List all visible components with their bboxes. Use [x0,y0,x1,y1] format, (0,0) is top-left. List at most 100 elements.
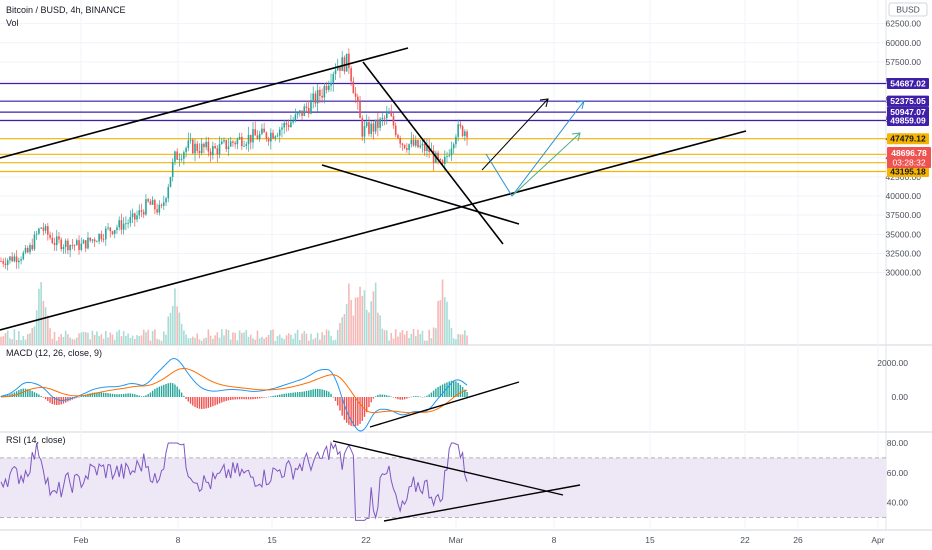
macd-axis[interactable]: 2000.00 0.00 [877,358,908,402]
candle [200,143,203,154]
macd-histogram-bar [165,383,167,397]
projection-path-blue[interactable] [485,100,585,197]
channel-lower-trendline[interactable] [0,130,747,331]
volume-bar [205,337,207,345]
macd-histogram-bar [368,397,370,408]
volume-bar [357,297,359,345]
time-tick-label[interactable]: 15 [267,535,277,545]
volume-bar [421,330,424,345]
macd-histogram-bar [223,397,225,402]
projection-arrow-blue-head [575,100,585,110]
time-tick-label[interactable]: Apr [871,535,884,545]
symbol-title[interactable]: Bitcoin / BUSD, 4h, BINANCE [6,5,126,15]
time-tick-label[interactable]: 15 [645,535,655,545]
candle [35,233,38,235]
volume-bar [287,333,290,345]
macd-histogram-bar [156,387,158,397]
level-tag [887,114,929,126]
macd-histogram-bar [53,397,56,405]
channel-upper-trendline[interactable] [0,47,409,159]
projection-arrow-black[interactable] [481,98,549,171]
volume-bar [361,295,364,345]
quote-badge-box[interactable] [888,2,928,17]
macd-histogram-bar [408,397,410,398]
macd-histogram-bar [292,392,294,397]
candle [278,129,281,136]
time-tick-label[interactable]: 8 [176,535,181,545]
macd-histogram-bar [91,392,94,397]
price-trendlines[interactable] [0,47,747,331]
volume-bar [379,315,381,345]
volume-bar [352,315,355,345]
time-tick-label[interactable]: Feb [74,535,89,545]
volume-bar [397,336,399,345]
macd-trendlines[interactable] [369,381,520,428]
candle [120,220,123,230]
macd-histogram-bar [303,391,305,397]
candle [372,123,375,132]
volume-bar [189,338,192,345]
candle [167,186,170,199]
candle [196,143,199,151]
time-tick-label[interactable]: 26 [793,535,803,545]
volume-bar [194,337,196,345]
volume-bar [359,286,361,345]
time-axis[interactable]: Feb 8 15 22 Mar 8 15 22 26 Apr [74,535,885,545]
macd-histogram-bar [354,397,357,427]
macd-histogram-bar [127,393,129,397]
macd-histogram-bar [49,397,51,403]
macd-title[interactable]: MACD (12, 26, close, 9) [6,348,102,358]
macd-histogram-bar [383,394,386,397]
macd-histogram-bar [323,390,326,397]
macd-histogram-bar [403,397,406,400]
volume-bar [258,338,261,345]
macd-histogram-bar [245,397,247,400]
candle [38,228,40,234]
rsi-title[interactable]: RSI (14, close) [6,435,66,445]
volume-bar [33,326,36,345]
time-tick-label[interactable]: 22 [740,535,750,545]
projection-arrows[interactable] [481,98,585,197]
macd-histogram-bar [140,396,143,397]
macd-rising-trendline[interactable] [369,381,520,428]
macd-histogram-bar [390,396,392,398]
candle [345,53,348,72]
rsi-trendlines[interactable] [332,440,581,522]
macd-histogram-bar [145,395,147,397]
level-tag-label: 54687.02 [890,78,926,88]
time-tick-label[interactable]: 8 [552,535,557,545]
macd-histogram-bar [243,397,245,400]
candle [69,245,71,251]
volume-bar [439,300,442,345]
macd-histogram-bar [448,381,450,397]
time-tick-label[interactable]: Mar [449,535,464,545]
macd-histogram-bar [102,392,105,397]
volume-bar [169,312,172,345]
rsi-axis[interactable]: 80.00 60.00 40.00 [887,438,909,508]
projection-path-green[interactable] [511,132,581,197]
volume-bar [158,339,161,345]
macd-histogram-bar [225,397,227,401]
candle [379,118,381,128]
candle [212,146,214,156]
candle [149,201,152,205]
rsi-rising-trendline[interactable] [383,484,581,522]
time-tick-label[interactable]: 22 [361,535,371,545]
volume-bar [156,338,158,345]
wedge-support-trendline[interactable] [321,164,520,225]
macd-histogram-bar [392,397,395,398]
volume-bar [354,297,357,345]
candle [328,85,330,90]
volume-bar [461,334,464,345]
volume-bar [84,332,87,345]
wedge-falling-trendline[interactable] [362,61,504,245]
macd-histogram-bar [31,391,33,397]
candle [459,124,462,127]
horizontal-levels[interactable] [0,82,886,173]
volume-legend[interactable]: Vol [6,18,19,28]
candle [258,133,261,140]
candle [227,146,230,150]
volume-bar [6,330,9,345]
rsi-falling-trendline[interactable] [332,440,564,496]
